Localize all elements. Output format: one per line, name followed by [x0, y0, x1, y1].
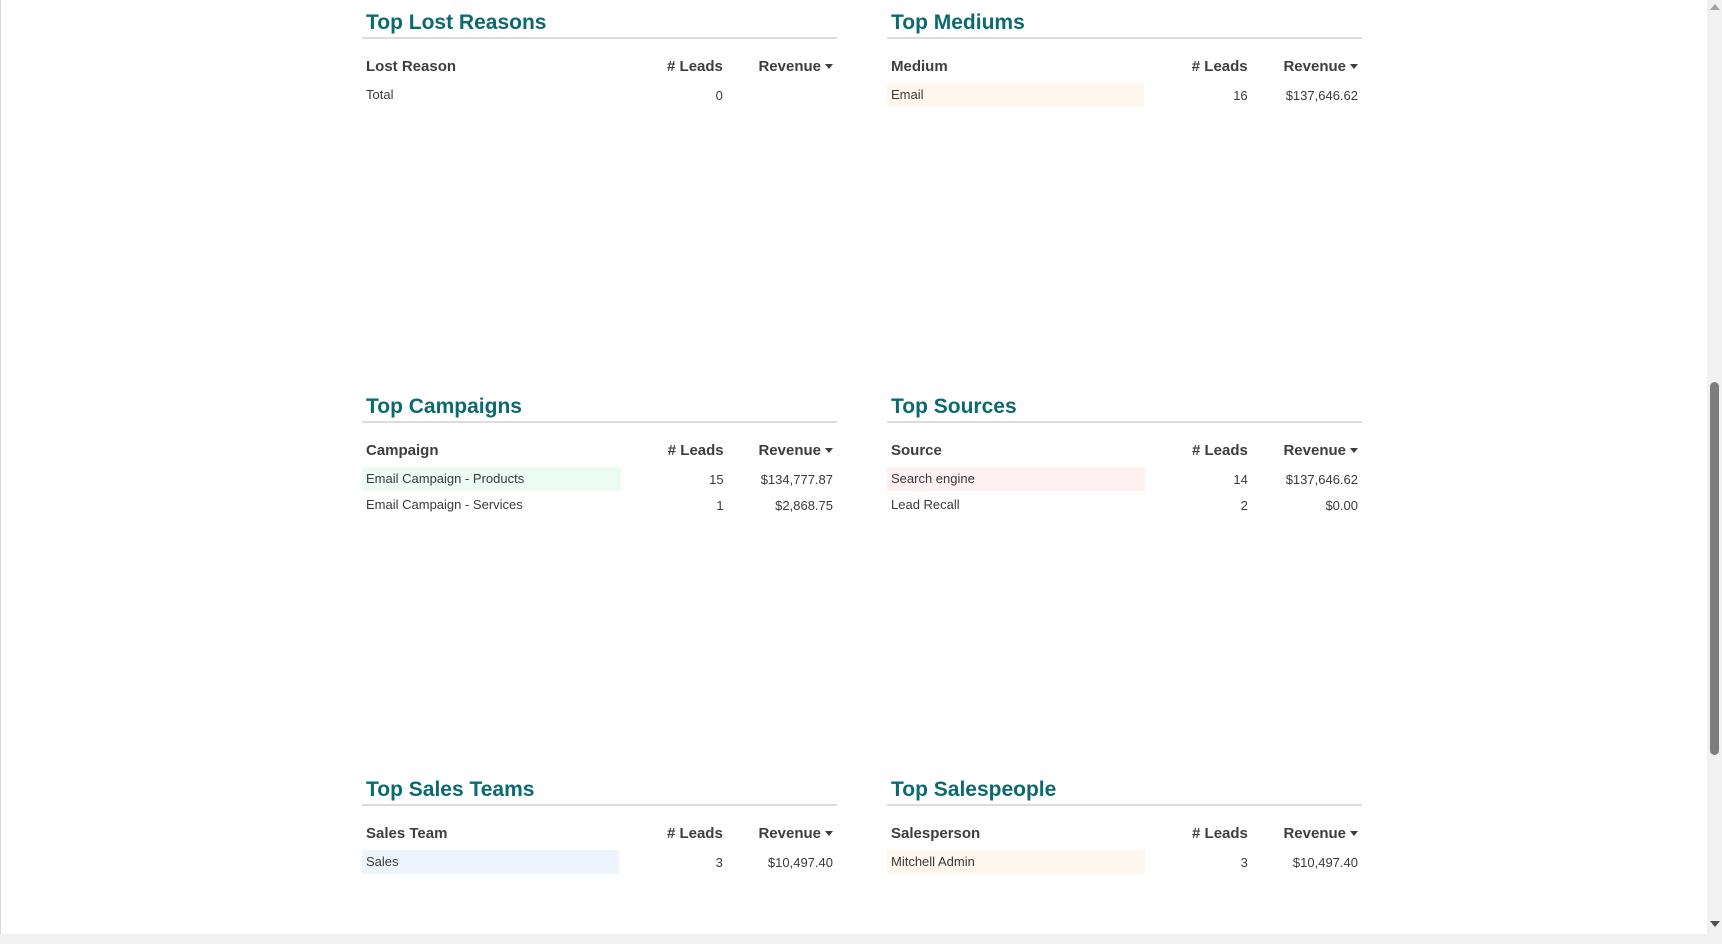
row-name: Email Campaign - Products	[362, 467, 622, 491]
column-header-sales-team[interactable]: Sales Team	[366, 824, 448, 842]
lost-reasons-table: Lost Reason # Leads Revenue Total 0	[362, 56, 837, 108]
sort-desc-icon	[825, 63, 833, 69]
campaigns-panel: Top Campaigns Campaign # Leads Revenue E…	[362, 394, 837, 518]
row-name-cell: Email Campaign - Services	[362, 492, 625, 518]
row-leads: 1	[716, 497, 724, 513]
campaigns-title: Top Campaigns	[362, 394, 837, 423]
row-name-cell: Total	[362, 82, 624, 108]
row-name: Mitchell Admin	[887, 850, 1145, 874]
campaigns-table: Campaign # Leads Revenue Email Campaign …	[362, 440, 837, 518]
column-header-revenue-label: Revenue	[1283, 824, 1346, 842]
sources-table: Source # Leads Revenue Search engine 14 $1…	[887, 440, 1362, 518]
column-header-campaign[interactable]: Campaign	[366, 441, 439, 459]
row-name-cell: Sales	[362, 849, 623, 875]
column-header-source[interactable]: Source	[891, 441, 942, 459]
left-border	[0, 0, 1, 934]
row-revenue: $137,646.62	[1285, 471, 1358, 487]
row-leads: 2	[1240, 497, 1248, 513]
table-row[interactable]: Mitchell Admin 3 $10,497.40	[887, 849, 1362, 875]
sales-teams-title: Top Sales Teams	[362, 777, 837, 806]
row-name: Email Campaign - Services	[366, 497, 523, 512]
sort-desc-icon	[825, 830, 833, 836]
scroll-up-arrow-icon[interactable]	[1710, 4, 1720, 10]
column-header-leads[interactable]: # Leads	[1191, 57, 1248, 75]
row-revenue: $137,646.62	[1285, 87, 1358, 103]
salespeople-panel: Top Salespeople Salesperson # Leads Reve…	[887, 777, 1362, 875]
row-name: Total	[366, 87, 394, 102]
column-header-medium[interactable]: Medium	[891, 57, 948, 75]
row-leads: 14	[1233, 471, 1248, 487]
row-name: Email	[887, 83, 1145, 107]
column-header-revenue-label: Revenue	[758, 441, 821, 459]
column-header-revenue[interactable]: Revenue	[728, 440, 837, 466]
table-row[interactable]: Total 0	[362, 82, 837, 108]
column-header-leads[interactable]: # Leads	[667, 441, 724, 459]
row-name: Search engine	[887, 467, 1145, 491]
column-header-lost-reason[interactable]: Lost Reason	[366, 57, 457, 75]
lost-reasons-panel: Top Lost Reasons Lost Reason # Leads Rev…	[362, 10, 837, 108]
row-leads: 3	[715, 854, 723, 870]
column-header-revenue-label: Revenue	[758, 57, 821, 75]
table-row[interactable]: Email Campaign - Products 15 $134,777.87	[362, 466, 837, 492]
horizontal-scroll-track	[0, 934, 1707, 944]
table-row[interactable]: Search engine 14 $137,646.62	[887, 466, 1362, 492]
lost-reasons-title: Top Lost Reasons	[362, 10, 837, 39]
sort-desc-icon	[1350, 830, 1358, 836]
sources-title: Top Sources	[887, 394, 1362, 423]
row-leads: 3	[1240, 854, 1248, 870]
column-header-leads[interactable]: # Leads	[1192, 824, 1248, 842]
salespeople-title: Top Salespeople	[887, 777, 1362, 806]
table-row[interactable]: Email 16 $137,646.62	[887, 82, 1362, 108]
row-leads: 0	[715, 87, 723, 103]
row-revenue: $134,777.87	[760, 471, 833, 487]
column-header-revenue[interactable]: Revenue	[1252, 56, 1362, 82]
sort-desc-icon	[1350, 447, 1358, 453]
table-row[interactable]: Lead Recall 2 $0.00	[887, 492, 1362, 518]
scrollbar-thumb[interactable]	[1710, 382, 1719, 755]
column-header-revenue-label: Revenue	[758, 824, 821, 842]
mediums-panel: Top Mediums Medium # Leads Revenue Email…	[887, 10, 1362, 108]
scroll-down-arrow-icon[interactable]	[1710, 921, 1720, 927]
mediums-title: Top Mediums	[887, 10, 1362, 39]
column-header-leads[interactable]: # Leads	[666, 824, 723, 842]
sort-desc-icon	[1350, 63, 1358, 69]
row-revenue: $2,868.75	[775, 497, 833, 513]
row-leads: 15	[709, 471, 724, 487]
table-row[interactable]: Email Campaign - Services 1 $2,868.75	[362, 492, 837, 518]
row-leads: 16	[1233, 87, 1248, 103]
row-name-cell: Email	[887, 82, 1148, 108]
row-revenue: $10,497.40	[767, 854, 833, 870]
sources-panel: Top Sources Source # Leads Revenue Searc…	[887, 394, 1362, 518]
column-header-revenue[interactable]: Revenue	[1252, 823, 1362, 849]
column-header-revenue[interactable]: Revenue	[727, 823, 837, 849]
column-header-leads[interactable]: # Leads	[1191, 441, 1248, 459]
sales-teams-table: Sales Team # Leads Revenue Sales 3 $10,497…	[362, 823, 837, 875]
row-name-cell: Lead Recall	[887, 492, 1149, 518]
row-revenue	[727, 82, 837, 108]
sort-desc-icon	[825, 447, 833, 453]
row-name: Lead Recall	[891, 497, 960, 512]
row-name-cell: Mitchell Admin	[887, 849, 1149, 875]
row-name: Sales	[362, 850, 620, 874]
row-name-cell: Email Campaign - Products	[362, 466, 625, 492]
column-header-revenue-label: Revenue	[1283, 441, 1346, 459]
table-row[interactable]: Sales 3 $10,497.40	[362, 849, 837, 875]
column-header-revenue[interactable]: Revenue	[727, 56, 837, 82]
column-header-revenue-label: Revenue	[1283, 57, 1346, 75]
vertical-scrollbar[interactable]	[1707, 0, 1722, 944]
salespeople-table: Salesperson # Leads Revenue Mitchell Adm…	[887, 823, 1362, 875]
column-header-salesperson[interactable]: Salesperson	[891, 824, 981, 842]
sales-teams-panel: Top Sales Teams Sales Team # Leads Reven…	[362, 777, 837, 875]
row-name-cell: Search engine	[887, 466, 1149, 492]
mediums-table: Medium # Leads Revenue Email 16 $137,646.6…	[887, 56, 1362, 108]
row-revenue: $0.00	[1325, 497, 1358, 513]
column-header-revenue[interactable]: Revenue	[1252, 440, 1362, 466]
row-revenue: $10,497.40	[1292, 854, 1358, 870]
column-header-leads[interactable]: # Leads	[667, 57, 723, 75]
